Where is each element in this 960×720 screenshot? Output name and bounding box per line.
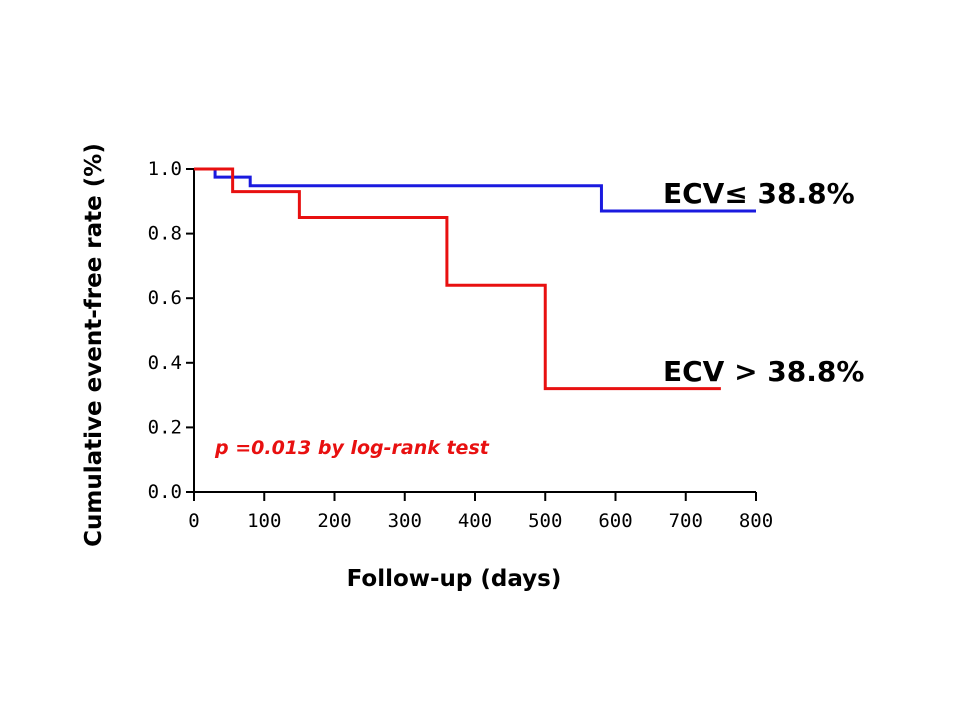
x-tick-label: 800 bbox=[739, 510, 773, 532]
y-tick-label: 0.0 bbox=[148, 481, 182, 503]
x-tick-label: 600 bbox=[598, 510, 632, 532]
series-label-ecv-high: ECV > 38.8% bbox=[663, 355, 864, 388]
y-tick-label: 0.8 bbox=[148, 223, 182, 245]
x-tick-label: 300 bbox=[388, 510, 422, 532]
y-tick-label: 0.4 bbox=[148, 352, 182, 374]
y-tick-label: 0.6 bbox=[148, 287, 182, 309]
pvalue-annotation: p =0.013 by log-rank test bbox=[214, 437, 490, 459]
axes: 0.0 0.2 0.4 0.6 0.8 1.0 0 100 200 300 400 500 600 70… bbox=[148, 158, 773, 532]
y-tick-label: 0.2 bbox=[148, 416, 182, 438]
y-axis-title: Cumulative event-free rate (%) bbox=[81, 143, 107, 547]
y-ticks: 0.0 0.2 0.4 0.6 0.8 1.0 bbox=[148, 158, 194, 503]
series-group bbox=[194, 167, 756, 391]
series-line-1 bbox=[194, 167, 721, 391]
y-tick-label: 1.0 bbox=[148, 158, 182, 180]
x-tick-label: 500 bbox=[528, 510, 562, 532]
x-ticks: 0 100 200 300 400 500 600 700 800 bbox=[188, 492, 773, 532]
x-tick-label: 700 bbox=[669, 510, 703, 532]
x-tick-label: 200 bbox=[317, 510, 351, 532]
series-label-ecv-low: ECV≤ 38.8% bbox=[663, 177, 855, 210]
x-tick-label: 100 bbox=[247, 510, 281, 532]
x-tick-label: 400 bbox=[458, 510, 492, 532]
x-axis-title: Follow-up (days) bbox=[347, 566, 562, 592]
x-tick-label: 0 bbox=[188, 510, 199, 532]
